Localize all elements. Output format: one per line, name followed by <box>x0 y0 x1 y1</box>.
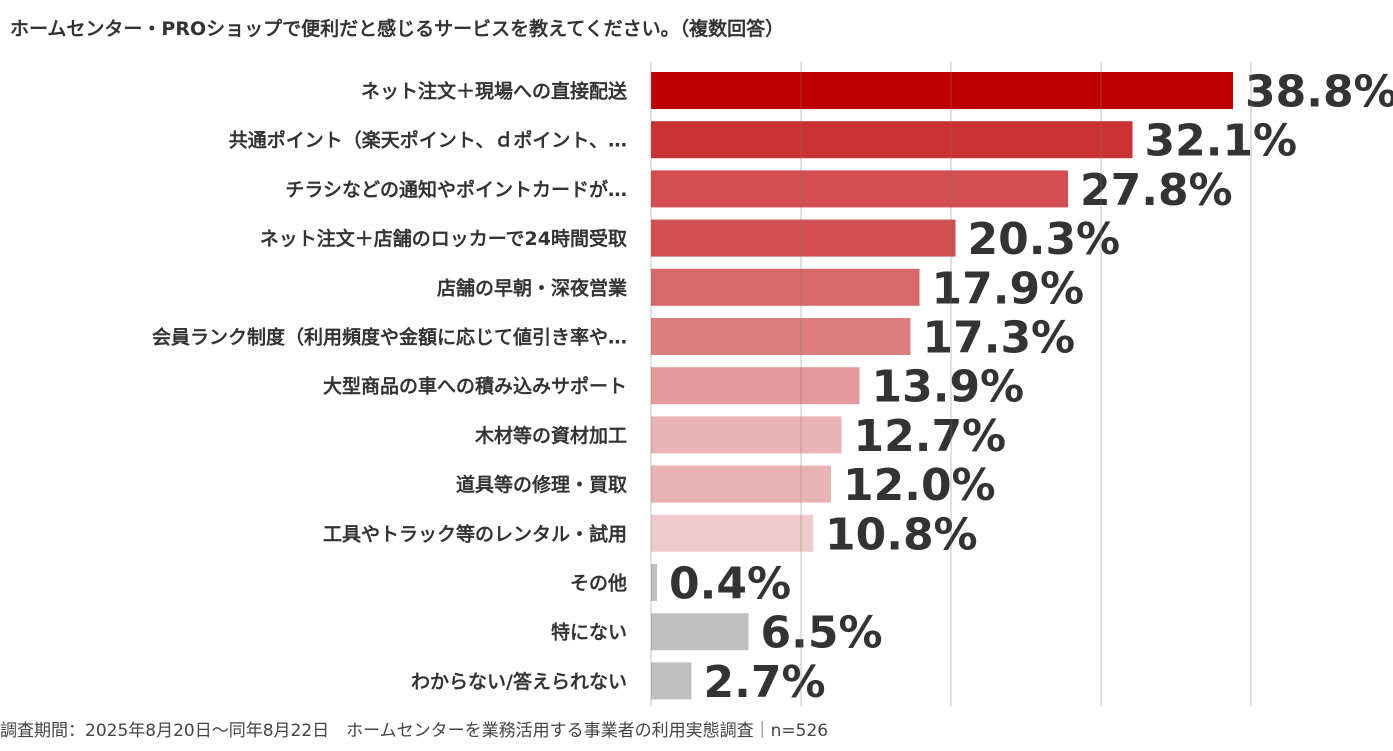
footer-note: 調査期間：2025年8月20日～同年8月22日 ホームセンターを業務活用する事業… <box>0 721 829 741</box>
value-label: 0.4% <box>669 559 791 610</box>
value-label: 17.3% <box>923 313 1076 364</box>
category-label: その他 <box>570 572 627 595</box>
category-label: 大型商品の車への積み込みサポート <box>323 375 627 398</box>
bar <box>651 268 920 306</box>
bar <box>651 564 657 601</box>
category-label: 木材等の資材加工 <box>474 424 627 447</box>
bar <box>651 416 842 454</box>
bar <box>651 170 1068 208</box>
category-label: ネット注文＋現場への直接配送 <box>361 80 628 103</box>
category-label: 道具等の修理・買取 <box>456 473 627 496</box>
category-label: チラシなどの通知やポイントカードが… <box>285 178 627 201</box>
bar <box>651 121 1133 159</box>
value-label: 20.3% <box>968 214 1121 265</box>
category-label: 共通ポイント（楽天ポイント、ｄポイント、… <box>229 129 627 152</box>
value-label: 17.9% <box>932 263 1085 314</box>
value-label: 32.1% <box>1145 116 1298 167</box>
category-label: ネット注文＋店舗のロッカーで24時間受取 <box>260 227 627 250</box>
bar <box>651 613 749 651</box>
category-label: 特にない <box>551 622 627 644</box>
value-label: 12.7% <box>854 411 1007 462</box>
category-label: 会員ランク制度（利用頻度や金額に応じて値引き率や… <box>152 326 627 349</box>
value-label: 27.8% <box>1080 165 1233 216</box>
value-label: 6.5% <box>761 608 883 659</box>
chart-title: ホームセンター・PROショップで便利だと感じるサービスを教えてください。（複数回… <box>10 18 785 40</box>
bar <box>651 318 911 355</box>
value-label: 10.8% <box>825 509 978 560</box>
bar <box>651 219 956 257</box>
value-label: 38.8% <box>1245 67 1393 118</box>
bar <box>651 465 831 503</box>
bar <box>651 72 1233 109</box>
category-label: わからない/答えられない <box>411 670 627 693</box>
value-label: 13.9% <box>872 362 1025 413</box>
category-label: 店舗の早朝・深夜営業 <box>437 276 628 299</box>
bar <box>651 367 860 405</box>
category-label: 工具やトラック等のレンタル・試用 <box>323 522 627 545</box>
value-label: 12.0% <box>843 460 996 511</box>
bar <box>651 514 813 552</box>
bar <box>651 662 692 700</box>
value-label: 2.7% <box>704 657 826 708</box>
